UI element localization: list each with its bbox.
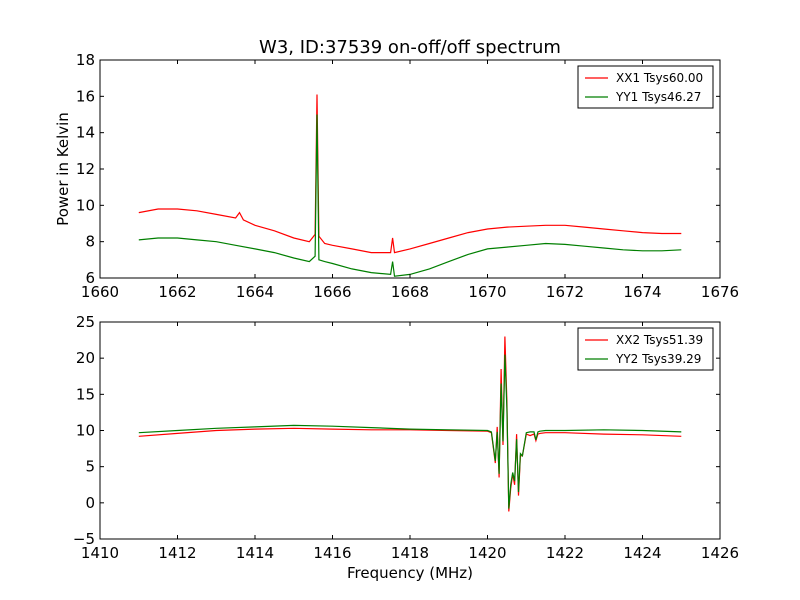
- x-tick-label: 1662: [158, 283, 196, 301]
- series-line-xx: [138, 94, 682, 254]
- y-tick-label: 14: [76, 124, 95, 142]
- y-tick-label: 6: [85, 269, 95, 287]
- x-tick-label: 1664: [236, 283, 274, 301]
- x-tick-label: 1416: [313, 544, 351, 562]
- x-tick-label: 1668: [391, 283, 429, 301]
- x-tick-label: 1410: [81, 544, 119, 562]
- legend-box: [577, 65, 714, 109]
- y-tick-label: 12: [76, 160, 95, 178]
- top-panel: 1660 1662 1664 1666 1668 1670 1672 1674 1676 6 8 10…: [54, 51, 739, 301]
- legend-label: XX2 Tsys51.39: [616, 333, 703, 347]
- y-tick-label: 10: [76, 196, 95, 214]
- x-tick-label: 1422: [546, 544, 584, 562]
- y-tick-label: 20: [76, 349, 95, 367]
- x-tick-label: 1418: [391, 544, 429, 562]
- x-tick-label: 1672: [546, 283, 584, 301]
- y-tick-label: 16: [76, 87, 95, 105]
- y-tick-label: 15: [76, 385, 95, 403]
- x-axis-label: Frequency (MHz): [347, 564, 473, 582]
- bottom-panel: 1410 1412 1414 1416 1418 1420 1422 1424 1426 −5 0 5…: [73, 313, 739, 582]
- x-tick-label: 1412: [158, 544, 196, 562]
- y-tick-label: 0: [85, 494, 95, 512]
- legend-box: [577, 327, 714, 371]
- x-tick-label: 1676: [701, 283, 739, 301]
- series-line-yy: [138, 114, 682, 277]
- series-line-yy: [138, 354, 682, 509]
- legend: XX1 Tsys60.00 YY1 Tsys46.27: [577, 65, 714, 109]
- y-tick-label: 5: [85, 458, 95, 476]
- y-tick-label: 10: [76, 422, 95, 440]
- legend: XX2 Tsys51.39 YY2 Tsys39.29: [577, 327, 714, 371]
- x-tick-label: 1426: [701, 544, 739, 562]
- x-tick-label: 1414: [236, 544, 274, 562]
- x-tick-label: 1424: [623, 544, 661, 562]
- y-tick-label: 18: [76, 51, 95, 69]
- x-tick-label: 1670: [468, 283, 506, 301]
- x-tick-label: 1420: [468, 544, 506, 562]
- y-tick-label: 8: [85, 233, 95, 251]
- y-axis-label: Power in Kelvin: [54, 112, 72, 226]
- legend-label: YY1 Tsys46.27: [615, 90, 701, 104]
- x-tick-label: 1660: [81, 283, 119, 301]
- legend-label: XX1 Tsys60.00: [616, 71, 703, 85]
- x-tick-label: 1674: [623, 283, 661, 301]
- legend-label: YY2 Tsys39.29: [615, 352, 701, 366]
- y-tick-label: 25: [76, 313, 95, 331]
- x-tick-label: 1666: [313, 283, 351, 301]
- y-tick-label: −5: [73, 530, 95, 548]
- chart-title: W3, ID:37539 on-off/off spectrum: [259, 37, 561, 58]
